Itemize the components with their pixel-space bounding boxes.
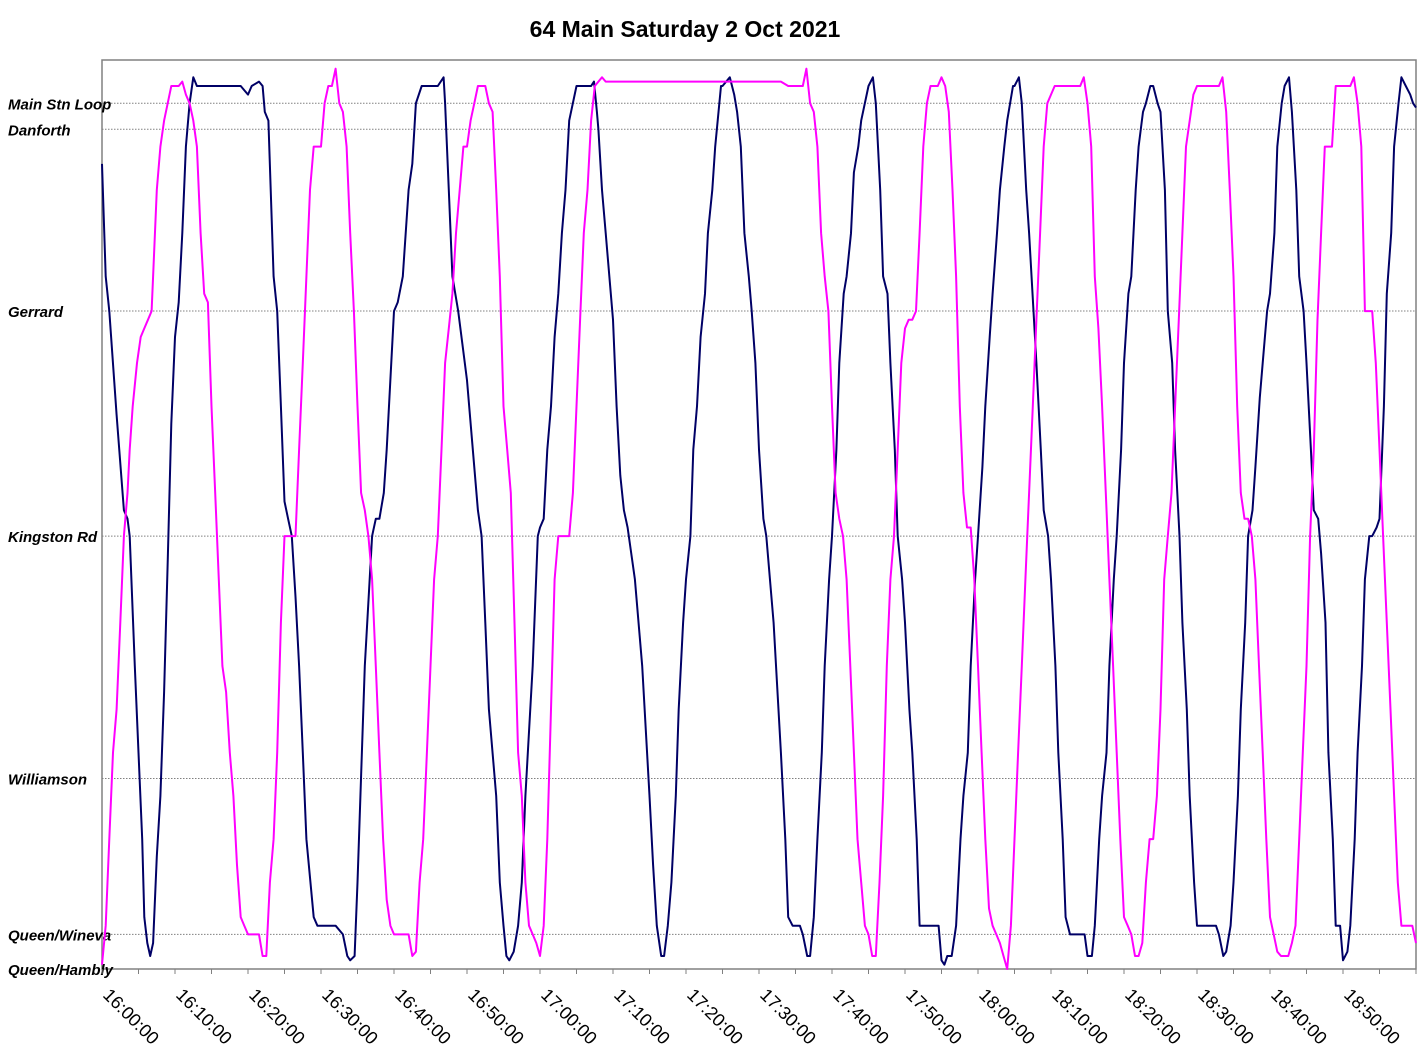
x-axis-tick-labels: 16:00:00 16:10:00 16:20:00 16:30:00 16:40:00… <box>99 985 1404 1049</box>
x-tick-label: 16:40:00 <box>391 985 455 1049</box>
x-tick-label: 18:00:00 <box>975 985 1039 1049</box>
chart-title: 64 Main Saturday 2 Oct 2021 <box>530 16 841 42</box>
stop-label: Kingston Rd <box>8 529 98 546</box>
stop-label: Williamson <box>8 772 87 789</box>
x-tick-label: 17:40:00 <box>829 985 893 1049</box>
x-tick-label: 17:20:00 <box>683 985 747 1049</box>
x-axis-ticks <box>101 969 1417 974</box>
stop-label: Queen/Wineva <box>8 927 111 944</box>
x-tick-label: 16:20:00 <box>245 985 309 1049</box>
x-tick-label: 16:30:00 <box>318 985 382 1049</box>
series-lines <box>101 67 1417 970</box>
series-line-navy <box>101 76 1417 966</box>
series-line-magenta <box>101 67 1417 970</box>
stop-label: Gerrard <box>8 304 64 321</box>
plot-area <box>101 59 1417 970</box>
x-tick-label: 18:50:00 <box>1340 985 1404 1049</box>
x-tick-label: 16:50:00 <box>464 985 528 1049</box>
x-tick-label: 17:50:00 <box>902 985 966 1049</box>
stop-label: Main Stn Loop <box>8 96 111 113</box>
stop-label: Danforth <box>8 122 71 139</box>
x-tick-label: 16:10:00 <box>172 985 236 1049</box>
stop-label: Queen/Hambly <box>8 962 114 979</box>
x-tick-label: 18:20:00 <box>1121 985 1185 1049</box>
x-tick-label: 18:10:00 <box>1048 985 1112 1049</box>
stop-labels: Main Stn Loop Danforth Gerrard Kingston Rd W… <box>8 96 114 979</box>
x-tick-label: 18:30:00 <box>1194 985 1258 1049</box>
x-tick-label: 16:00:00 <box>99 985 163 1049</box>
x-tick-label: 17:10:00 <box>610 985 674 1049</box>
x-tick-label: 17:00:00 <box>537 985 601 1049</box>
x-tick-label: 17:30:00 <box>756 985 820 1049</box>
x-tick-label: 18:40:00 <box>1267 985 1331 1049</box>
